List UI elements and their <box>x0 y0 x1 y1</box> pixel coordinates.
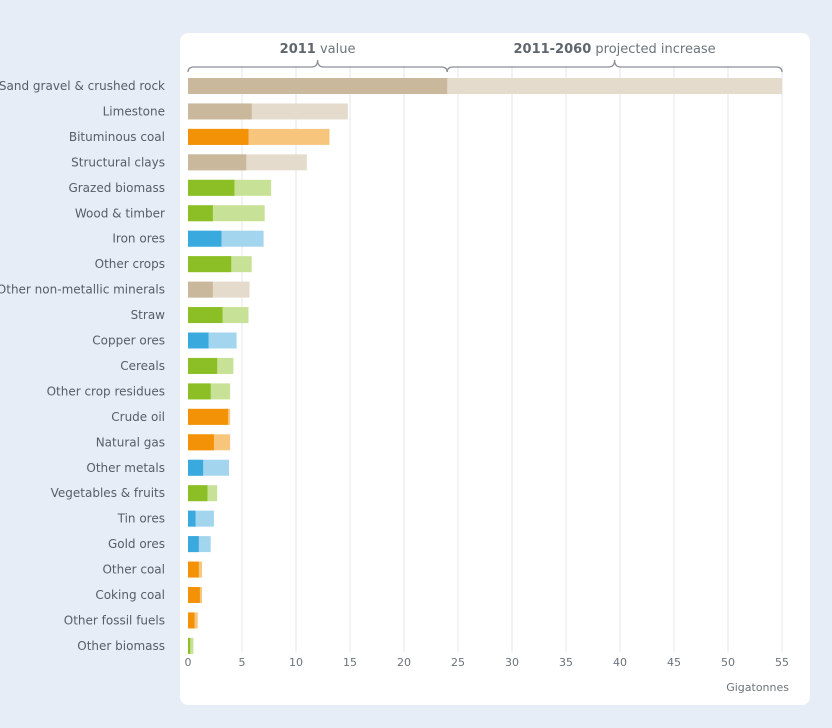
category-label: Grazed biomass <box>68 181 165 195</box>
bar-2011 <box>188 256 232 273</box>
x-tick-label: 25 <box>451 656 465 669</box>
bar-2011 <box>188 230 222 247</box>
category-label: Bituminous coal <box>69 130 165 144</box>
bar-2011 <box>188 281 213 298</box>
bar-2011 <box>188 103 252 120</box>
bar-2011 <box>188 612 195 629</box>
bar-2011 <box>188 154 247 171</box>
bar-2011 <box>188 637 191 654</box>
x-tick-label: 15 <box>343 656 357 669</box>
category-label: Gold ores <box>108 537 165 551</box>
grid-lines <box>241 66 783 652</box>
brace-2011 <box>187 59 448 73</box>
category-label: Coking coal <box>95 588 165 602</box>
bar-2060 <box>188 637 194 654</box>
bar-2011 <box>188 78 448 94</box>
chart-header: 2011 value 2011-2060 projected increase <box>187 42 783 73</box>
category-label: Iron ores <box>112 232 165 246</box>
x-tick-label: 10 <box>289 656 303 669</box>
category-label: Cereals <box>120 359 165 373</box>
x-tick-label: 50 <box>721 656 735 669</box>
category-label: Other crops <box>95 257 165 271</box>
brace-projection <box>446 59 783 73</box>
bar-2011 <box>188 587 200 603</box>
header-2011-value: 2011 value <box>280 42 356 57</box>
category-label: Other metals <box>86 461 165 475</box>
category-label: Tin ores <box>117 512 165 526</box>
category-label: Copper ores <box>92 334 165 348</box>
x-tick-label: 55 <box>775 656 789 669</box>
bar-2011 <box>188 485 208 502</box>
x-tick-label: 0 <box>185 656 192 669</box>
bar-2011 <box>188 357 218 374</box>
bar-2011 <box>188 408 228 425</box>
chart-panel <box>180 33 810 705</box>
category-label: Natural gas <box>96 435 165 449</box>
category-labels: Sand gravel & crushed rock Limestone Bitum… <box>0 79 165 653</box>
x-tick-label: 5 <box>239 656 246 669</box>
category-label: Other non-metallic minerals <box>0 283 165 297</box>
category-label: Other coal <box>102 563 165 577</box>
category-label: Other biomass <box>77 639 165 653</box>
x-tick-label: 40 <box>613 656 627 669</box>
category-label: Straw <box>131 308 166 322</box>
category-label: Crude oil <box>111 410 165 424</box>
category-label: Sand gravel & crushed rock <box>0 79 165 93</box>
bar-2011 <box>188 459 204 476</box>
bar-2011 <box>188 179 235 196</box>
bar-2011 <box>188 536 199 553</box>
bar-2011 <box>188 434 214 451</box>
bar-2011 <box>188 510 196 527</box>
bar-2011 <box>188 561 199 578</box>
category-label: Limestone <box>103 104 165 118</box>
category-label: Structural clays <box>71 155 165 169</box>
x-tick-label: 45 <box>667 656 681 669</box>
x-axis-label: Gigatonnes <box>726 681 789 694</box>
bars <box>188 78 782 654</box>
category-label: Wood & timber <box>75 206 165 220</box>
x-tick-labels: 0 5 10 15 20 25 30 35 40 45 50 55 <box>185 656 790 669</box>
bar-2011 <box>188 332 209 349</box>
category-label: Other crop residues <box>47 384 165 398</box>
x-tick-label: 20 <box>397 656 411 669</box>
bar-2011 <box>188 205 213 222</box>
category-label: Vegetables & fruits <box>51 486 165 500</box>
bar-2011 <box>188 307 223 324</box>
header-projected-increase: 2011-2060 projected increase <box>513 42 715 57</box>
category-label: Other fossil fuels <box>64 613 165 627</box>
bar-2011 <box>188 128 249 145</box>
x-tick-label: 35 <box>559 656 573 669</box>
x-tick-label: 30 <box>505 656 519 669</box>
bar-2011 <box>188 383 211 400</box>
